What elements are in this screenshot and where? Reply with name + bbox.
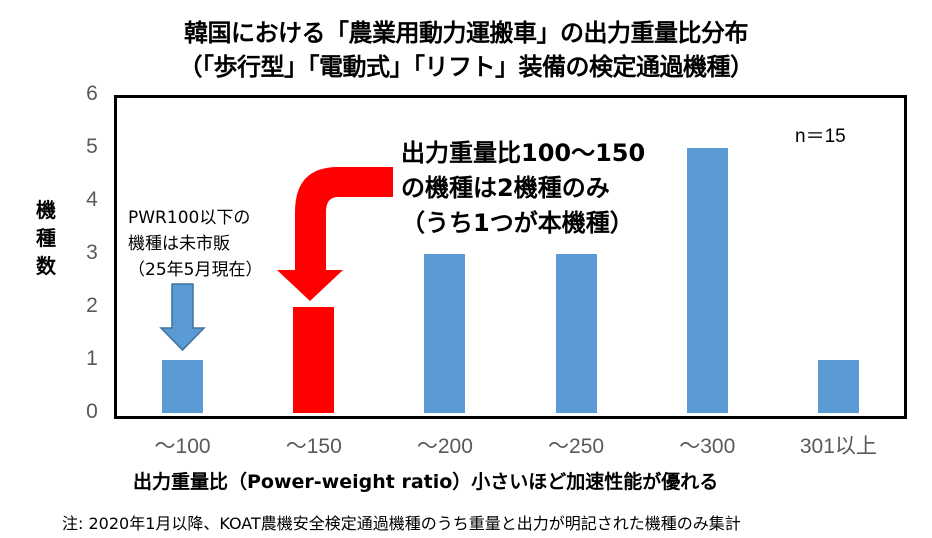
bar-2 [424,254,466,413]
bar-0 [162,360,204,413]
x-tick-label: ～250 [548,435,605,458]
sample-size-label: n＝15 [795,126,846,147]
y-axis-label: 機 種 数 [34,196,58,280]
x-axis-label: 出力重量比（Power-weight ratio）小さいほど加速性能が優れる [133,471,719,493]
bar-1 [293,307,335,413]
blue-down-arrow-icon [159,283,206,352]
callout-text: 出力重量比100～150 の機種は2機種のみ （うち1つが本機種） [401,136,645,241]
y-tick-label: 2 [86,294,98,317]
pwr-note-line: PWR100以下の [128,208,251,228]
callout-line: の機種は2機種のみ [401,174,610,202]
pwr-note-line: 機種は未市販 [128,234,230,254]
red-bent-arrow-icon [277,167,393,301]
bar-4 [686,148,728,413]
footnote: 注: 2020年1月以降、KOAT農機安全検定通過機種のうち重量と出力が明記され… [62,514,741,533]
chart-title-line2: （「歩行型」「電動式」「リフト」装備の検定通過機種） [178,53,755,81]
x-tick-label: ～200 [416,435,473,458]
bar-3 [555,254,597,413]
x-tick-label: ～100 [154,435,211,458]
chart-title-line1: 韓国における「農業用動力運搬車」の出力重量比分布 [184,19,749,47]
y-tick-label: 3 [86,241,98,264]
y-label-char: 機 [36,198,56,222]
y-label-char: 種 [36,226,56,250]
pwr-note-text: PWR100以下の 機種は未市販 （25年5月現在） [128,205,262,283]
x-tick-label: ～150 [285,435,342,458]
y-tick-label: 0 [86,400,98,423]
x-tick-label: ～300 [679,435,736,458]
y-tick-label: 1 [86,347,98,370]
y-tick-label: 6 [86,82,98,105]
callout-line: （うち1つが本機種） [401,209,634,237]
y-tick-label: 5 [86,135,98,158]
pwr-note-line: （25年5月現在） [128,260,263,280]
y-tick-label: 4 [86,188,98,211]
y-label-char: 数 [36,254,56,278]
plot-area [114,95,907,419]
x-tick-label: 301以上 [799,435,877,458]
callout-line: 出力重量比100～150 [401,139,646,167]
bar-5 [817,360,859,413]
